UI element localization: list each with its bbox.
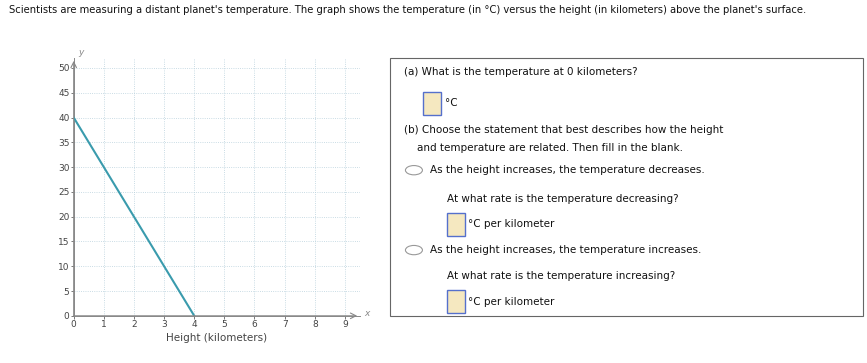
Text: and temperature are related. Then fill in the blank.: and temperature are related. Then fill i… [405, 143, 683, 153]
Text: x: x [364, 309, 370, 318]
Text: As the height increases, the temperature increases.: As the height increases, the temperature… [430, 245, 702, 255]
Text: At what rate is the temperature increasing?: At what rate is the temperature increasi… [447, 271, 675, 281]
Text: °C per kilometer: °C per kilometer [468, 219, 555, 229]
Text: y: y [78, 48, 83, 57]
Circle shape [406, 245, 422, 255]
Circle shape [406, 166, 422, 175]
FancyBboxPatch shape [390, 58, 863, 316]
FancyBboxPatch shape [447, 213, 465, 236]
Text: °C per kilometer: °C per kilometer [468, 297, 555, 307]
Text: As the height increases, the temperature decreases.: As the height increases, the temperature… [430, 165, 705, 175]
Text: °C: °C [445, 98, 457, 108]
X-axis label: Height (kilometers): Height (kilometers) [166, 333, 267, 343]
Text: (a) What is the temperature at 0 kilometers?: (a) What is the temperature at 0 kilomet… [405, 67, 638, 77]
Text: (b) Choose the statement that best describes how the height: (b) Choose the statement that best descr… [405, 125, 724, 135]
FancyBboxPatch shape [447, 290, 465, 313]
Text: At what rate is the temperature decreasing?: At what rate is the temperature decreasi… [447, 193, 679, 204]
Text: Scientists are measuring a distant planet's temperature. The graph shows the tem: Scientists are measuring a distant plane… [9, 5, 806, 16]
FancyBboxPatch shape [423, 91, 441, 115]
